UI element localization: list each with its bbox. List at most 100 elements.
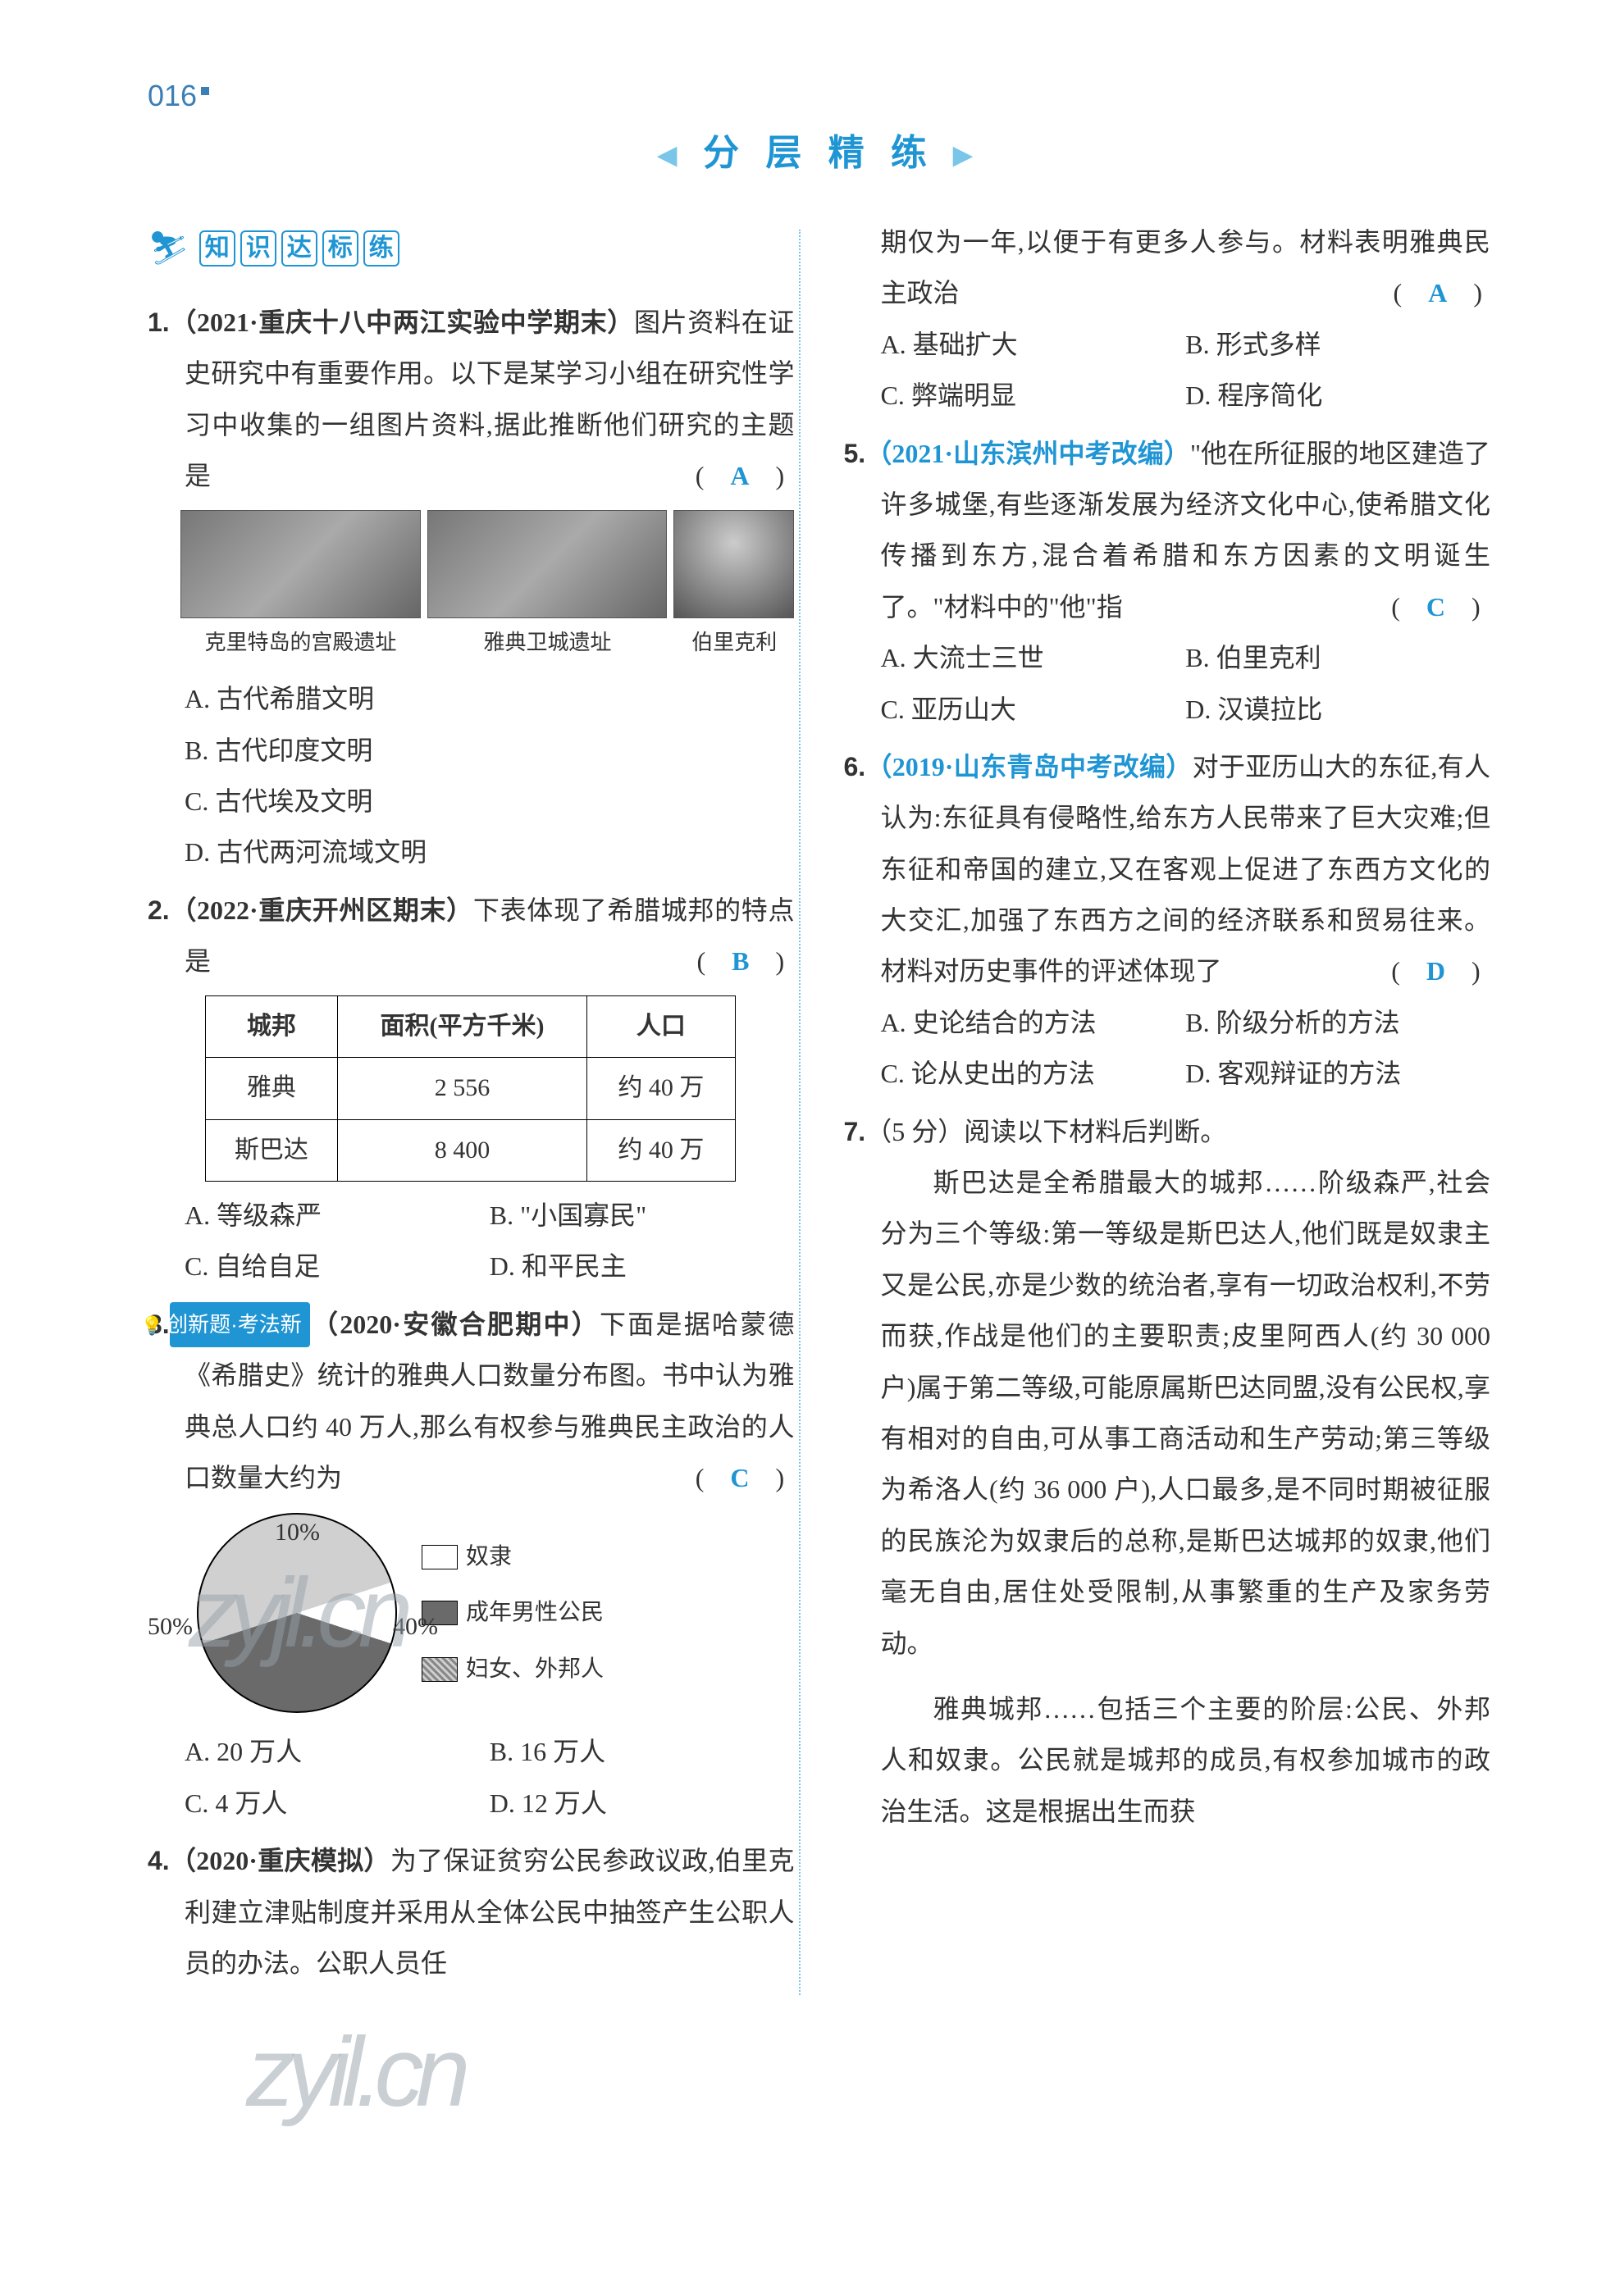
option: B. 16 万人 — [490, 1726, 795, 1777]
image-row — [180, 510, 795, 618]
pie-label-50: 50% — [148, 1603, 193, 1651]
option: D. 客观辩证的方法 — [1185, 1048, 1490, 1099]
section-char: 识 — [240, 230, 276, 266]
option: B. 古代印度文明 — [185, 725, 795, 776]
option: A. 20 万人 — [185, 1726, 490, 1777]
q-source: （2020·重庆模拟） — [170, 1846, 390, 1875]
q-number: 4. — [148, 1846, 170, 1875]
triangle-right-icon: ▶ — [953, 142, 980, 169]
option: B. 形式多样 — [1185, 319, 1490, 370]
q-source: （2021·山东滨州中考改编） — [865, 439, 1190, 468]
caption: 雅典卫城遗址 — [427, 622, 668, 664]
main-title: ◀ 分 层 精 练 ▶ — [148, 123, 1490, 175]
column-divider — [799, 230, 801, 1995]
pie-label-40: 40% — [393, 1603, 438, 1651]
page-number-marker — [201, 87, 209, 95]
option: C. 古代埃及文明 — [185, 776, 795, 827]
material-paragraph: 斯巴达是全希腊最大的城邦……阶级森严,社会分为三个等级:第一等级是斯巴达人,他们… — [881, 1157, 1491, 1669]
option: A. 史论结合的方法 — [881, 997, 1186, 1048]
q-number: 7. — [844, 1117, 866, 1146]
caption: 克里特岛的宫殿遗址 — [180, 622, 421, 664]
page-number-text: 016 — [148, 79, 197, 112]
swatch — [422, 1545, 458, 1569]
answer: D — [1426, 956, 1445, 986]
th: 人口 — [587, 995, 735, 1058]
answer: C — [730, 1463, 749, 1492]
person-icon: ⛷ — [148, 216, 189, 280]
answer: C — [1426, 592, 1445, 622]
option: B. 阶级分析的方法 — [1185, 997, 1490, 1048]
td: 雅典 — [206, 1058, 338, 1120]
q-points: （5 分） — [865, 1117, 964, 1146]
right-column: 期仅为一年,以便于有更多人参与。材料表明雅典民主政治( A ) A. 基础扩大B… — [844, 216, 1491, 1995]
question-3: 3.创新题·考法新（2020·安徽合肥期中）下面是据哈蒙德《希腊史》统计的雅典人… — [148, 1299, 795, 1829]
pie-label-10: 10% — [275, 1509, 320, 1557]
section-char: 标 — [322, 230, 358, 266]
answer: A — [730, 461, 749, 490]
answer-paren: ( B ) — [733, 936, 786, 986]
option: B. "小国寡民" — [490, 1190, 795, 1241]
option: D. 和平民主 — [490, 1241, 795, 1292]
td: 8 400 — [337, 1119, 586, 1182]
q-number: 6. — [844, 752, 866, 781]
question-7: 7.（5 分）阅读以下材料后判断。 斯巴达是全希腊最大的城邦……阶级森严,社会分… — [844, 1106, 1491, 1837]
main-title-text: 分 层 精 练 — [703, 133, 935, 173]
q-number: 5. — [844, 439, 866, 468]
q-source: （2022·重庆开州区期末） — [170, 895, 473, 925]
answer: A — [1428, 278, 1447, 308]
question-4-left: 4.（2020·重庆模拟）为了保证贫穷公民参政议政,伯里克利建立津贴制度并采用从… — [148, 1835, 795, 1988]
option: D. 程序简化 — [1185, 370, 1490, 421]
section-char: 练 — [363, 230, 399, 266]
option: A. 古代希腊文明 — [185, 673, 795, 724]
q-number: 1. — [148, 308, 170, 337]
option: C. 自给自足 — [185, 1241, 490, 1292]
option: C. 弊端明显 — [881, 370, 1186, 421]
td: 约 40 万 — [587, 1119, 735, 1182]
th: 面积(平方千米) — [337, 995, 586, 1058]
question-6: 6.（2019·山东青岛中考改编）对于亚历山大的东征,有人认为:东征具有侵略性,… — [844, 741, 1491, 1100]
option: C. 4 万人 — [185, 1778, 490, 1829]
image-acropolis — [427, 510, 668, 618]
answer-paren: ( A ) — [732, 450, 787, 501]
q-source: （2019·山东青岛中考改编） — [865, 752, 1192, 781]
watermark: zyil.cn — [246, 1976, 462, 2168]
option: D. 12 万人 — [490, 1778, 795, 1829]
q-number: 2. — [148, 895, 170, 925]
page-number: 016 — [148, 79, 209, 113]
innovation-tag: 创新题·考法新 — [170, 1302, 310, 1347]
image-crete — [180, 510, 421, 618]
pie-chart-wrap: 10% 40% 50% 奴隶 成年男性公民 妇女、外邦人 — [197, 1513, 795, 1713]
q-source: （2021·重庆十八中两江实验中学期末） — [170, 308, 634, 337]
td: 斯巴达 — [206, 1119, 338, 1182]
option: A. 等级森严 — [185, 1190, 490, 1241]
td: 约 40 万 — [587, 1058, 735, 1120]
pie-legend: 奴隶 成年男性公民 妇女、外邦人 — [422, 1535, 604, 1692]
answer-paren: ( D ) — [1428, 945, 1482, 996]
th: 城邦 — [206, 995, 338, 1058]
answer-paren: ( C ) — [732, 1452, 787, 1503]
left-column: ⛷ 知 识 达 标 练 1.（2021·重庆十八中两江实验中学期末）图片资料在证… — [148, 216, 795, 1995]
city-state-table: 城邦 面积(平方千米) 人口 雅典 2 556 约 40 万 斯巴达 8 400… — [205, 995, 736, 1182]
option: D. 汉谟拉比 — [1185, 684, 1490, 735]
option: C. 论从史出的方法 — [881, 1048, 1186, 1099]
material-paragraph: 雅典城邦……包括三个主要的阶层:公民、外邦人和奴隶。公民就是城邦的成员,有权参加… — [881, 1683, 1491, 1837]
option: B. 伯里克利 — [1185, 632, 1490, 683]
section-header: ⛷ 知 识 达 标 练 — [148, 216, 795, 280]
question-4-right: 期仅为一年,以便于有更多人参与。材料表明雅典民主政治( A ) A. 基础扩大B… — [844, 216, 1491, 421]
answer-paren: ( A ) — [1394, 267, 1482, 318]
question-5: 5.（2021·山东滨州中考改编）"他在所征服的地区建造了许多城堡,有些逐渐发展… — [844, 428, 1491, 735]
option: A. 基础扩大 — [881, 319, 1186, 370]
swatch — [422, 1657, 458, 1682]
question-1: 1.（2021·重庆十八中两江实验中学期末）图片资料在证史研究中有重要作用。以下… — [148, 297, 795, 878]
caption: 伯里克利 — [674, 622, 795, 664]
q-stem: 阅读以下材料后判断。 — [964, 1117, 1226, 1146]
image-pericles — [673, 510, 794, 618]
legend-label: 奴隶 — [466, 1535, 512, 1580]
legend-label: 妇女、外邦人 — [466, 1647, 604, 1692]
legend-label: 成年男性公民 — [466, 1591, 604, 1636]
section-char: 知 — [199, 230, 235, 266]
option: D. 古代两河流域文明 — [185, 827, 795, 877]
triangle-left-icon: ◀ — [658, 142, 685, 169]
td: 2 556 — [337, 1058, 586, 1120]
option: A. 大流士三世 — [881, 632, 1186, 683]
